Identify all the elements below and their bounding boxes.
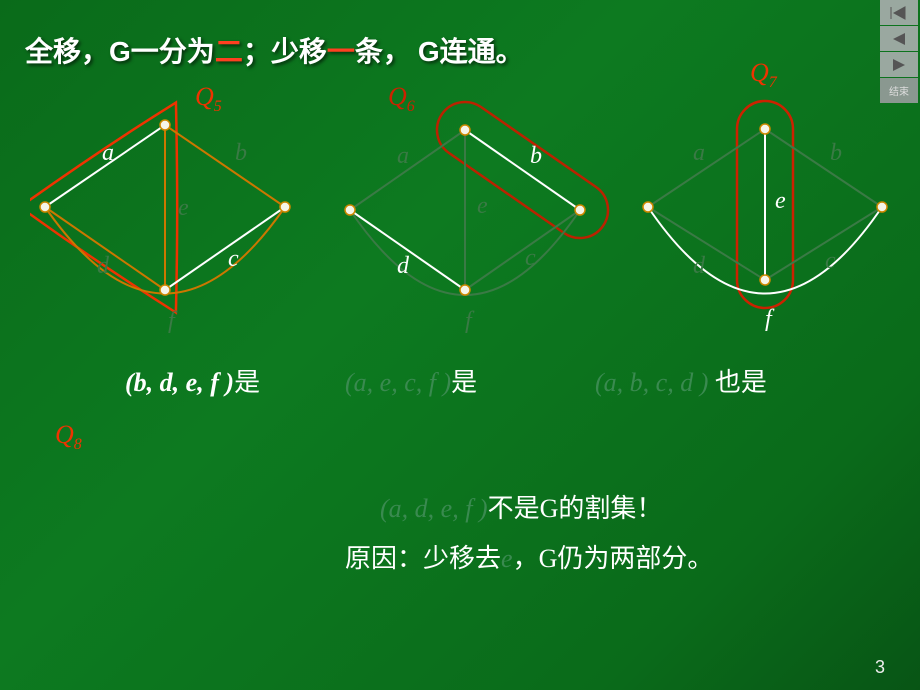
edge-label-b: b — [235, 140, 247, 167]
graph-g1 — [30, 80, 320, 360]
edge-label-f: f — [765, 306, 772, 333]
caption-g3: (a, b, c, d ) 也是 — [595, 362, 767, 399]
bottom-line1: (a, d, e, f )不是G的割集！ — [380, 488, 662, 525]
edge-label-f: f — [465, 308, 472, 335]
prev-icon — [889, 32, 909, 46]
edge-label-d: d — [397, 253, 409, 280]
edge-label-f: f — [168, 308, 175, 335]
bottom-line2: 原因：少移去e，G仍为两部分。 — [345, 538, 713, 575]
edge-label-a: a — [102, 140, 114, 167]
edge-label-e: e — [477, 193, 488, 220]
edge-label-d: d — [97, 253, 109, 280]
caption-g1: (b, d, e, f )是 — [125, 362, 260, 399]
edge-label-d: d — [693, 253, 705, 280]
graph-g2 — [335, 85, 615, 360]
edge-label-c: c — [825, 248, 836, 275]
edge-label-c: c — [525, 245, 536, 272]
edge-label-e: e — [775, 188, 786, 215]
nav-first-button[interactable] — [880, 0, 918, 25]
nav-next-button[interactable] — [880, 52, 918, 77]
graph-g4 — [45, 410, 335, 660]
nav-prev-button[interactable] — [880, 26, 918, 51]
edge-label-a: a — [397, 143, 409, 170]
next-icon — [889, 58, 909, 72]
edge-label-b: b — [830, 140, 842, 167]
edge-label-e: e — [178, 195, 189, 222]
first-icon — [889, 6, 909, 20]
page-number: 3 — [875, 657, 885, 678]
edge-label-a: a — [693, 140, 705, 167]
slide-title: 全移，G一分为二；少移一条， G连通。 — [25, 30, 524, 70]
edge-label-c: c — [228, 246, 239, 273]
edge-label-b: b — [530, 143, 542, 170]
caption-g2: (a, e, c, f )是 — [345, 362, 477, 399]
